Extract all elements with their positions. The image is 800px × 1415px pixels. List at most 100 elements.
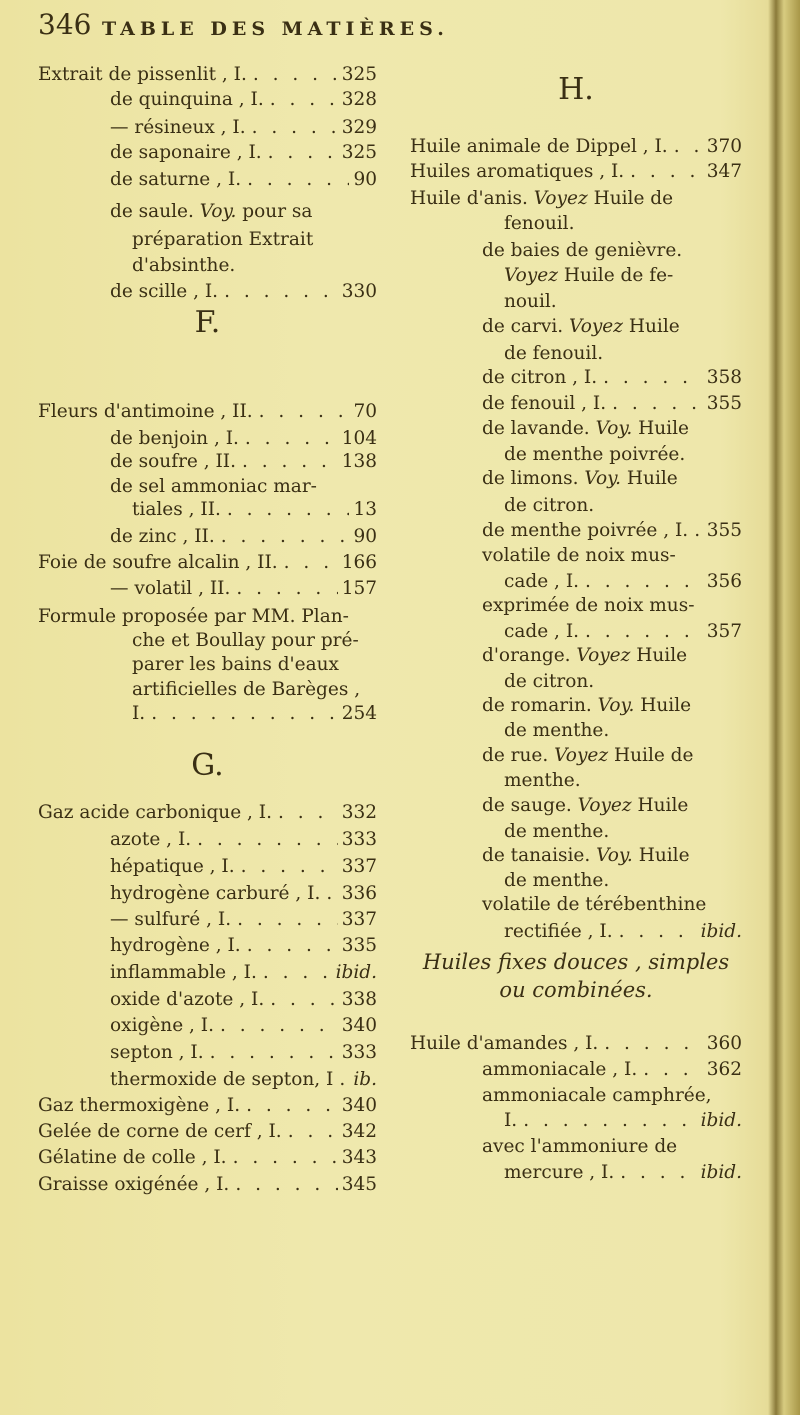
entry-label: de citron.	[504, 495, 595, 516]
page-reference: 330	[341, 281, 377, 302]
index-entry: Huile animale de Dippel , I. 370	[410, 134, 742, 160]
leader-dots	[606, 391, 703, 417]
index-entry: de menthe.	[504, 718, 609, 744]
entry-label-continued: Huile	[632, 845, 690, 866]
leader-dots	[597, 365, 703, 391]
entry-label: hépatique , I.	[110, 856, 235, 877]
entry-text: mercure , I.	[504, 1160, 614, 1186]
index-entry: de saule. Voy. pour sa	[110, 199, 312, 225]
entry-text: fenouil.	[504, 211, 574, 237]
page-reference: 332	[341, 802, 377, 823]
entry-label: Foie de soufre alcalin , II.	[38, 552, 278, 573]
entry-text: de scille , I.	[110, 279, 218, 305]
index-entry: exprimée de noix mus-	[482, 593, 694, 619]
entry-text: Graisse oxigénée , I.	[38, 1172, 229, 1198]
leader-dots	[517, 1108, 696, 1134]
entry-text: Fleurs d'antimoine , II.	[38, 399, 253, 425]
entry-label: Huile animale de Dippel , I.	[410, 136, 668, 157]
entry-text: tiales , II.	[132, 497, 221, 523]
entry-text: ammoniacale , I.	[482, 1057, 637, 1083]
page-reference: 358	[706, 367, 742, 388]
entry-text: — volatil , II.	[110, 576, 230, 602]
entry-text: de saturne , I.	[110, 167, 241, 193]
index-entry: de saponaire , I. 325	[110, 140, 377, 166]
index-entry: de fenouil.	[504, 341, 603, 367]
leader-dots	[253, 399, 350, 425]
entry-text: che et Boullay pour pré-	[132, 628, 359, 654]
entry-label: de saponaire , I.	[110, 142, 262, 163]
entry-label: d'orange.	[482, 645, 571, 666]
entry-label: de benjoin , I.	[110, 428, 239, 449]
leader-dots	[688, 518, 703, 544]
entry-label-continued: Huile	[631, 795, 689, 816]
index-entry: de menthe poivrée.	[504, 442, 685, 468]
leader-dots	[240, 1093, 338, 1119]
page-reference: 355	[706, 520, 742, 541]
index-entry: Gélatine de colle , I. 343	[38, 1145, 377, 1171]
leader-dots	[624, 159, 703, 185]
entry-label: volatile de térébenthine	[482, 894, 707, 915]
leader-dots	[235, 854, 338, 880]
leader-dots	[221, 497, 350, 523]
entry-label: de sauge.	[482, 795, 572, 816]
index-entry: de quinquina , I. 328	[110, 87, 377, 113]
index-entry: hydrogène carburé , I. 336	[110, 881, 377, 907]
entry-label-continued: Huile	[622, 316, 680, 337]
page-reference: 333	[341, 829, 377, 850]
cross-reference-voyez: Voyez	[570, 645, 631, 666]
entry-text: de soufre , II.	[110, 449, 236, 475]
entry-label: de menthe.	[504, 720, 610, 741]
leader-dots	[229, 1172, 337, 1198]
page-reference: ib.	[353, 1069, 377, 1090]
leader-dots	[668, 134, 703, 160]
entry-text: volatile de noix mus-	[482, 543, 676, 569]
index-entry: I. ibid.	[504, 1108, 742, 1134]
index-entry: hépatique , I. 337	[110, 854, 377, 880]
entry-text: de saponaire , I.	[110, 140, 262, 166]
entry-text: de benjoin , I.	[110, 426, 239, 452]
leader-dots	[191, 827, 338, 853]
cross-reference-voyez: Voyez	[563, 316, 623, 337]
index-entry: rectifiée , I. ibid.	[504, 919, 742, 945]
entry-label: menthe.	[504, 770, 581, 791]
entry-label: azote , I.	[110, 829, 192, 850]
entry-label: cade , I.	[504, 571, 580, 592]
entry-text: cade , I.	[504, 569, 579, 595]
leader-dots	[257, 960, 332, 986]
entry-text: Huile animale de Dippel , I.	[410, 134, 668, 160]
entry-label-continued: Huile	[632, 418, 689, 439]
entry-text: de citron.	[504, 493, 594, 519]
entry-label: — sulfuré , I.	[110, 909, 232, 930]
entry-label: Huile d'amandes , I.	[410, 1033, 599, 1054]
index-entry: avec l'ammoniure de	[482, 1134, 677, 1160]
index-entry: de rue. Voyez Huile de	[482, 743, 693, 769]
entry-text: ammoniacale camphrée,	[482, 1083, 712, 1109]
entry-label: volatile de noix mus-	[482, 545, 676, 566]
entry-text: I.	[132, 701, 145, 727]
entry-text: artificielles de Barèges ,	[132, 677, 360, 703]
entry-label: cade , I.	[504, 621, 580, 642]
page-reference: 325	[341, 142, 377, 163]
entry-text: hydrogène carburé , I.	[110, 881, 320, 907]
index-entry: de sel ammoniac mar-	[110, 474, 317, 500]
entry-label: de menthe poivrée.	[504, 444, 686, 465]
entry-text: menthe.	[504, 768, 581, 794]
index-entry: de saturne , I. 90	[110, 167, 377, 193]
index-entry: d'orange. Voyez Huile	[482, 643, 687, 669]
leader-dots	[262, 140, 338, 166]
index-entry: Gelée de corne de cerf , I. 342	[38, 1119, 377, 1145]
index-entry: azote , I. 333	[110, 827, 377, 853]
index-entry: Gaz thermoxigène , I. 340	[38, 1093, 377, 1119]
entry-label: hydrogène carburé , I.	[110, 883, 321, 904]
cross-reference-voyez: Voy.	[578, 468, 622, 489]
index-entry: artificielles de Barèges ,	[132, 677, 360, 703]
page-reference: ibid.	[700, 1110, 742, 1131]
entry-text: de lavande. Voy. Huile	[482, 416, 689, 442]
entry-label: Gaz acide carbonique , I.	[38, 802, 272, 823]
entry-label: rectifiée , I.	[504, 921, 613, 942]
index-entry: Huiles aromatiques , I. 347	[410, 159, 742, 185]
page-reference: 370	[706, 136, 742, 157]
page-reference: 357	[706, 621, 742, 642]
page-reference: ibid.	[335, 962, 377, 983]
index-entry: ammoniacale camphrée,	[482, 1083, 712, 1109]
